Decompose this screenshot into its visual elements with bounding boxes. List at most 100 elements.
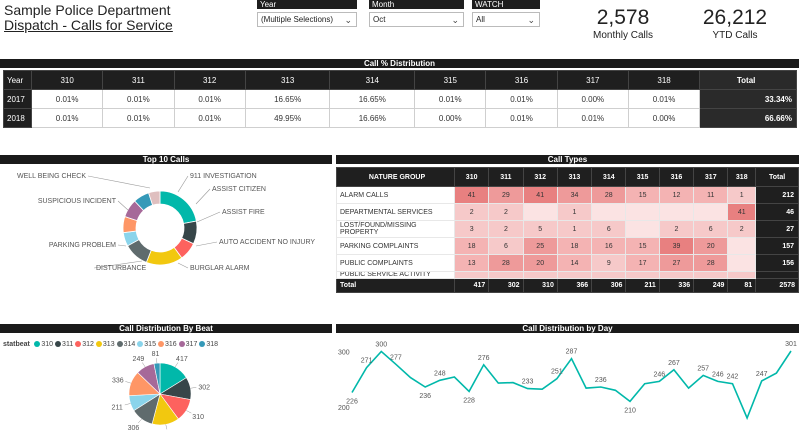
legend-item[interactable]: 317: [178, 341, 197, 348]
column-header[interactable]: Total: [699, 70, 797, 90]
table-cell: 1: [556, 220, 593, 238]
column-header[interactable]: 313: [244, 70, 331, 90]
table-cell: [693, 271, 729, 279]
column-header[interactable]: 311: [102, 70, 175, 90]
legend-item[interactable]: 314: [116, 341, 136, 348]
column-header[interactable]: 314: [329, 70, 416, 90]
donut-slice[interactable]: [148, 190, 161, 206]
table-row: PUBLIC SERVICE ACTIVITY: [336, 271, 799, 279]
table-cell: 66.66%: [699, 108, 797, 128]
column-header[interactable]: 317: [556, 70, 629, 90]
table-cell: 0.01%: [485, 89, 558, 109]
table-cell: [693, 203, 729, 221]
table-cell: 25: [522, 237, 558, 255]
column-header[interactable]: 315: [414, 70, 487, 90]
table-cell: 12: [658, 186, 695, 204]
table-cell: 16.66%: [329, 108, 416, 128]
column-header[interactable]: 316: [485, 70, 558, 90]
table-cell: 1: [556, 203, 593, 221]
table-row: LOST/FOUND/MISSING PROPERTY 3 2 5 1 6 2 6 2 27: [336, 220, 799, 238]
table-cell: 28: [693, 254, 729, 272]
series-line[interactable]: [351, 350, 792, 421]
table-cell: DEPARTMENTAL SERVICES: [336, 203, 455, 221]
legend-item[interactable]: 318: [199, 341, 218, 348]
table-cell: [727, 254, 757, 272]
leader-line: [177, 175, 189, 193]
column-header[interactable]: 316: [658, 167, 695, 187]
column-header[interactable]: 317: [693, 167, 729, 187]
leader-line: [117, 244, 127, 247]
table-cell: 0.01%: [173, 89, 246, 109]
watch-dropdown[interactable]: All ⌄: [472, 12, 540, 27]
donut-label: SUSPICIOUS INCIDENT: [38, 198, 117, 205]
table-cell: [522, 271, 558, 279]
data-label: 242: [727, 374, 739, 381]
data-label: 287: [566, 349, 578, 356]
legend-label: 314: [123, 341, 136, 348]
table-cell: 2: [727, 220, 757, 238]
column-header[interactable]: 313: [556, 167, 593, 187]
data-label: 246: [653, 371, 665, 378]
y-tick-label: 300: [338, 350, 350, 357]
year-slicer: Year (Multiple Selections) ⌄: [257, 0, 357, 27]
column-header[interactable]: 312: [173, 70, 246, 90]
legend-dot-icon: [178, 341, 185, 348]
legend-dot-icon: [95, 341, 102, 348]
year-dropdown[interactable]: (Multiple Selections) ⌄: [257, 12, 357, 27]
donut-slice[interactable]: [159, 190, 197, 224]
table-cell: 11: [693, 186, 729, 204]
column-header[interactable]: 311: [488, 167, 524, 187]
column-header[interactable]: NATURE GROUP: [336, 167, 455, 187]
donut-label: 911 INVESTIGATION: [190, 173, 257, 180]
column-header[interactable]: 312: [522, 167, 558, 187]
table-cell: 157: [755, 237, 799, 255]
ytd-calls-card: 26,212 YTD Calls: [680, 6, 790, 41]
legend-item[interactable]: 315: [137, 341, 156, 348]
table-cell: 0.00%: [556, 89, 629, 109]
column-header[interactable]: 318: [727, 167, 757, 187]
call-distribution-table: Year 310 311 312 313 314 315 316 317 318 Total 2017…: [3, 70, 797, 128]
data-label: 251: [551, 369, 563, 376]
column-header[interactable]: 310: [453, 167, 490, 187]
pie-value-label: 417: [176, 356, 188, 363]
call-types-table-wrap[interactable]: NATURE GROUP 310 311 312 313 314 315 316 317 318 T…: [336, 167, 799, 305]
legend-item[interactable]: 313: [95, 341, 115, 348]
leader-line: [117, 200, 129, 211]
leader-line: [174, 362, 179, 368]
table-cell: 0.00%: [627, 108, 701, 128]
table-cell: 0.01%: [556, 108, 629, 128]
monthly-calls-value: 2,578: [596, 6, 650, 29]
table-cell: 15: [625, 186, 660, 204]
column-header[interactable]: 318: [627, 70, 701, 90]
donut-slice[interactable]: [145, 246, 183, 266]
leader-line: [87, 175, 151, 189]
leader-line: [142, 362, 146, 367]
table-cell: 16.65%: [329, 89, 416, 109]
call-types-title: Call Types: [336, 155, 799, 164]
legend-item[interactable]: 311: [55, 341, 73, 348]
table-row: 2017 0.01% 0.01% 0.01% 16.65% 16.65% 0.01% 0.01…: [3, 89, 797, 109]
leader-line: [177, 262, 189, 269]
column-header[interactable]: 315: [625, 167, 660, 187]
column-header[interactable]: 314: [591, 167, 627, 187]
legend-item[interactable]: 316: [157, 341, 177, 348]
legend-dot-icon: [157, 341, 164, 348]
table-cell: 27: [755, 220, 799, 238]
legend-label: 313: [102, 341, 115, 348]
leader-line: [196, 211, 221, 223]
month-dropdown[interactable]: Oct ⌄: [369, 12, 464, 27]
legend-item[interactable]: 310: [34, 341, 53, 348]
legend-item[interactable]: 312: [75, 341, 94, 348]
ytd-calls-value: 26,212: [702, 6, 768, 29]
table-cell: 41: [453, 186, 490, 204]
column-header[interactable]: Total: [755, 167, 799, 187]
day-line-chart: 3002002262713002772362482282762332512872…: [338, 341, 797, 421]
data-label: 226: [346, 399, 358, 406]
table-total-row: Total 417 302 310 366 306 211 336 249 81 2578: [336, 278, 799, 293]
pie-value-label: 306: [128, 425, 140, 431]
monthly-calls-label: Monthly Calls: [592, 30, 654, 41]
column-header[interactable]: 310: [30, 70, 104, 90]
column-header[interactable]: Year: [3, 70, 32, 90]
donut-label: BURGLAR ALARM: [190, 265, 250, 272]
